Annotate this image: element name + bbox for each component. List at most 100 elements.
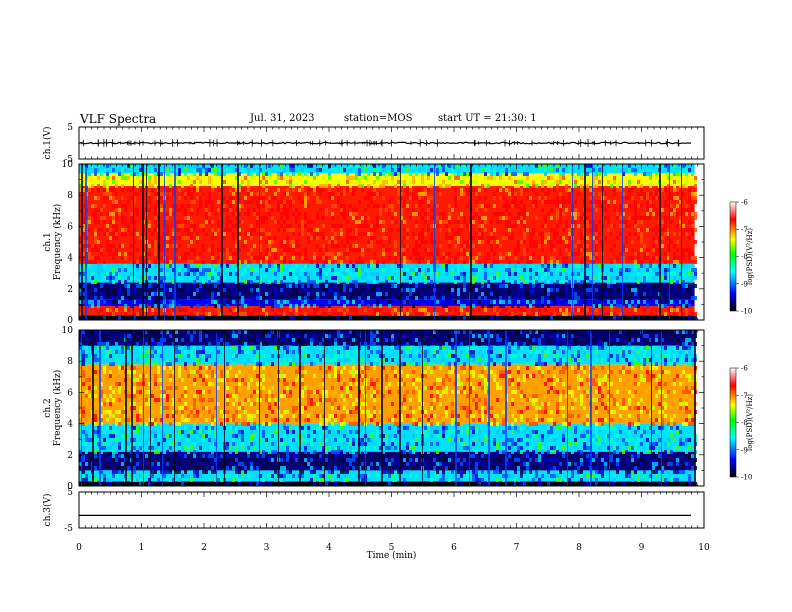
psd-cell <box>226 252 229 256</box>
psd-cell <box>229 338 232 342</box>
psd-cell <box>109 252 112 256</box>
psd-cell <box>679 280 682 284</box>
psd-cell <box>316 196 319 200</box>
psd-cell <box>79 236 82 240</box>
psd-cell <box>202 280 205 284</box>
psd-cell <box>220 374 223 378</box>
psd-cell <box>598 180 601 184</box>
psd-cell <box>79 462 82 466</box>
psd-cell <box>526 304 529 308</box>
psd-cell <box>496 212 499 216</box>
psd-cell <box>235 268 238 272</box>
psd-cell <box>694 316 697 320</box>
psd-cell <box>253 256 256 260</box>
psd-cell <box>541 188 544 192</box>
psd-cell <box>103 180 106 184</box>
psd-cell <box>169 300 172 304</box>
psd-cell <box>304 252 307 256</box>
psd-cell <box>424 300 427 304</box>
psd-cell <box>598 264 601 268</box>
psd-cell <box>181 378 184 382</box>
psd-cell <box>250 312 253 316</box>
psd-cell <box>523 308 526 312</box>
psd-cell <box>262 216 265 220</box>
psd-cell <box>190 212 193 216</box>
psd-cell <box>205 434 208 438</box>
psd-cell <box>280 244 283 248</box>
psd-cell <box>685 176 688 180</box>
psd-cell <box>346 172 349 176</box>
psd-cell <box>520 216 523 220</box>
psd-cell <box>100 244 103 248</box>
psd-cell <box>262 180 265 184</box>
psd-cell <box>79 346 82 350</box>
psd-cell <box>121 172 124 176</box>
psd-cell <box>688 200 691 204</box>
psd-cell <box>505 164 508 168</box>
psd-cell <box>172 280 175 284</box>
psd-cell <box>382 248 385 252</box>
psd-cell <box>214 300 217 304</box>
psd-cell <box>112 430 115 434</box>
psd-cell <box>118 410 121 414</box>
psd-cell <box>112 268 115 272</box>
psd-cell <box>553 200 556 204</box>
psd-cell <box>664 272 667 276</box>
psd-cell <box>226 370 229 374</box>
psd-cell <box>403 308 406 312</box>
psd-cell <box>556 308 559 312</box>
psd-cell <box>115 228 118 232</box>
psd-cell <box>625 168 628 172</box>
psd-cell <box>154 316 157 320</box>
psd-cell <box>688 188 691 192</box>
psd-cell <box>181 204 184 208</box>
psd-cell <box>292 248 295 252</box>
psd-cell <box>472 168 475 172</box>
psd-cell <box>619 284 622 288</box>
psd-cell <box>694 212 697 216</box>
psd-cell <box>556 240 559 244</box>
psd-cell <box>685 208 688 212</box>
psd-cell <box>187 346 190 350</box>
psd-cell <box>289 180 292 184</box>
psd-cell <box>328 176 331 180</box>
psd-cell <box>229 430 232 434</box>
station-label: station=MOS <box>344 113 413 124</box>
psd-cell <box>127 474 130 478</box>
psd-cell <box>97 346 100 350</box>
psd-cell <box>559 212 562 216</box>
psd-cell <box>436 300 439 304</box>
psd-cell <box>340 284 343 288</box>
psd-cell <box>94 212 97 216</box>
psd-cell <box>79 224 82 228</box>
psd-cell <box>226 168 229 172</box>
psd-cell <box>133 458 136 462</box>
psd-cell <box>565 292 568 296</box>
psd-cell <box>670 204 673 208</box>
psd-cell <box>568 228 571 232</box>
psd-cell <box>586 316 589 320</box>
psd-cell <box>130 244 133 248</box>
psd-cell <box>112 458 115 462</box>
psd-cell <box>112 300 115 304</box>
psd-cell <box>637 184 640 188</box>
psd-cell <box>196 346 199 350</box>
psd-cell <box>664 260 667 264</box>
psd-cell <box>94 228 97 232</box>
psd-cell <box>82 300 85 304</box>
psd-cell <box>580 284 583 288</box>
psd-cell <box>100 292 103 296</box>
psd-cell <box>496 172 499 176</box>
psd-cell <box>100 478 103 482</box>
psd-cell <box>499 196 502 200</box>
psd-cell <box>256 192 259 196</box>
psd-cell <box>190 260 193 264</box>
psd-cell <box>244 176 247 180</box>
psd-cell <box>541 268 544 272</box>
psd-cell <box>79 228 82 232</box>
psd-cell <box>622 220 625 224</box>
psd-cell <box>160 394 163 398</box>
psd-cell <box>565 240 568 244</box>
psd-cell <box>379 176 382 180</box>
psd-cell <box>241 180 244 184</box>
